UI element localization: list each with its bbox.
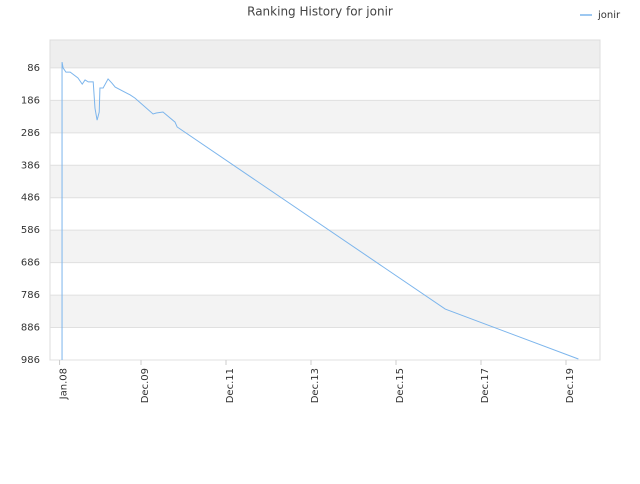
y-tick-label: 186	[21, 95, 40, 106]
legend-label: jonir	[597, 10, 621, 21]
x-tick-label: Dec.15	[395, 368, 406, 403]
band	[50, 230, 600, 263]
x-tick-label: Dec.11	[225, 368, 236, 403]
x-tick-label: Dec.17	[480, 368, 491, 403]
chart-title: Ranking History for jonir	[247, 5, 393, 19]
band	[50, 40, 600, 68]
band	[50, 165, 600, 198]
y-tick-label: 986	[21, 355, 40, 366]
y-tick-label: 786	[21, 290, 40, 301]
band	[50, 295, 600, 328]
x-tick-label: Dec.09	[140, 368, 151, 403]
y-tick-label: 486	[21, 193, 40, 204]
y-tick-label: 386	[21, 160, 40, 171]
series-line	[61, 61, 579, 360]
y-tick-label: 286	[21, 128, 40, 139]
x-tick-label: Dec.13	[310, 368, 321, 403]
y-tick-label: 686	[21, 258, 40, 269]
band	[50, 100, 600, 133]
y-tick-label: 86	[27, 63, 40, 74]
y-tick-label: 586	[21, 225, 40, 236]
x-tick-label: Dec.19	[565, 368, 576, 403]
y-tick-label: 886	[21, 323, 40, 334]
x-tick-label: Jan.08	[59, 368, 70, 400]
